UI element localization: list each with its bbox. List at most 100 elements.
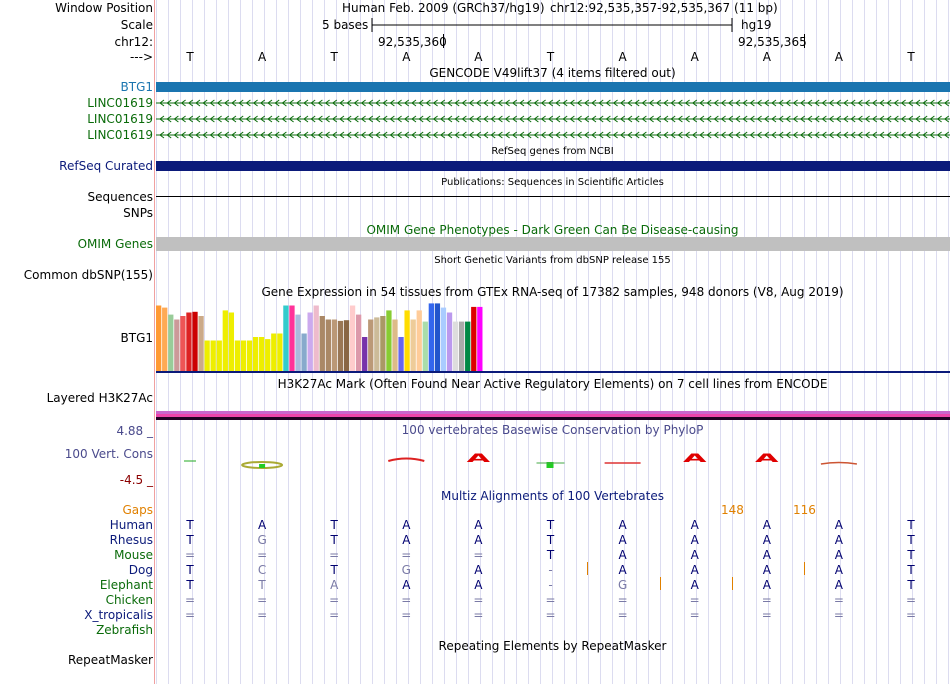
alignment-base-human: A: [762, 518, 771, 532]
gtex-tissue-bar[interactable]: [380, 316, 386, 372]
gtex-tissue-bar[interactable]: [295, 314, 301, 372]
gtex-tissue-bar[interactable]: [362, 337, 368, 372]
gtex-tissue-bar[interactable]: [434, 303, 441, 372]
alignment-base-xtrop: =: [329, 608, 340, 622]
gtex-tissue-bar[interactable]: [368, 319, 374, 373]
alignment-base-xtrop: =: [689, 608, 700, 622]
gtex-tissue-bar[interactable]: [452, 321, 459, 372]
gtex-tissue-bar[interactable]: [228, 312, 235, 373]
track-label-gaps[interactable]: Gaps: [122, 503, 153, 517]
gtex-tissue-bar[interactable]: [428, 303, 434, 372]
gtex-tissue-bar[interactable]: [265, 339, 271, 372]
omim-gene-feature[interactable]: [156, 237, 950, 251]
gtex-tissue-bar[interactable]: [337, 320, 344, 372]
alignment-base-elephant: A: [762, 578, 771, 592]
gtex-tissue-bar[interactable]: [477, 306, 483, 372]
track-label-linc01619-2[interactable]: LINC01619: [87, 112, 153, 126]
gtex-expression-chart[interactable]: [156, 300, 536, 372]
gtex-tissue-bar[interactable]: [307, 312, 313, 373]
gtex-tissue-bar[interactable]: [186, 312, 192, 373]
track-label-omim[interactable]: OMIM Genes: [77, 237, 153, 251]
gtex-tissue-bar[interactable]: [216, 340, 222, 373]
gtex-tissue-bar[interactable]: [234, 340, 241, 373]
gtex-tissue-bar[interactable]: [240, 340, 247, 373]
gtex-tissue-bar[interactable]: [192, 311, 198, 372]
alignment-base-xtrop: =: [184, 608, 196, 622]
alignment-base-xtrop: =: [401, 608, 412, 622]
phylop-base-glyph: [388, 457, 425, 462]
gtex-tissue-bar[interactable]: [331, 319, 338, 373]
gtex-tissue-bar[interactable]: [277, 333, 283, 373]
alignment-base-elephant: A: [330, 578, 339, 592]
alignment-base-chicken: =: [905, 593, 917, 607]
gtex-tissue-bar[interactable]: [259, 337, 265, 372]
alignment-base-xtrop: =: [833, 608, 844, 622]
gtex-tissue-bar[interactable]: [459, 321, 465, 372]
gtex-tissue-bar[interactable]: [398, 337, 404, 372]
track-label-refseq[interactable]: RefSeq Curated: [59, 159, 153, 173]
gtex-tissue-bar[interactable]: [440, 307, 447, 372]
alignment-base-chicken: =: [329, 593, 340, 607]
alignment-base-dog: T: [330, 563, 338, 577]
gtex-tissue-bar[interactable]: [198, 316, 204, 372]
track-label-layered-h3k27ac[interactable]: Layered H3K27Ac: [46, 391, 153, 405]
gtex-tissue-bar[interactable]: [289, 305, 295, 373]
alignment-base-xtrop: =: [473, 608, 484, 622]
linc01619-feature-2[interactable]: [156, 113, 950, 125]
linc01619-feature-1[interactable]: [156, 97, 950, 109]
gtex-tissue-bar[interactable]: [410, 319, 416, 373]
gtex-tissue-bar[interactable]: [392, 319, 398, 373]
gtex-tissue-bar[interactable]: [168, 314, 174, 372]
alignment-base-rhesus: A: [690, 533, 699, 547]
gtex-tissue-bar[interactable]: [162, 307, 168, 372]
track-label-sequences[interactable]: Sequences: [87, 190, 153, 204]
gtex-tissue-bar[interactable]: [471, 306, 477, 372]
gtex-tissue-bar[interactable]: [446, 312, 453, 373]
linc01619-feature-3[interactable]: [156, 129, 950, 141]
alignment-base-xtrop: =: [905, 608, 917, 622]
gtex-tissue-bar[interactable]: [301, 333, 307, 373]
alignment-base-human: A: [474, 518, 483, 532]
track-label-repeatmasker[interactable]: RepeatMasker: [67, 653, 153, 667]
gtex-tissue-bar[interactable]: [325, 319, 331, 373]
gtex-tissue-bar[interactable]: [386, 310, 392, 372]
alignment-base-human: A: [690, 518, 699, 532]
alignment-base-elephant: A: [402, 578, 411, 592]
gtex-tissue-bar[interactable]: [271, 333, 277, 373]
gtex-tissue-bar[interactable]: [319, 316, 325, 372]
gtex-tissue-bar[interactable]: [374, 317, 380, 372]
btg1-gene-feature[interactable]: [156, 82, 950, 92]
gtex-tissue-bar[interactable]: [180, 316, 186, 372]
track-label-linc01619-3[interactable]: LINC01619: [87, 128, 153, 142]
track-label-btg1[interactable]: BTG1: [120, 80, 154, 94]
gtex-tissue-bar[interactable]: [246, 340, 253, 373]
track-label-linc01619-1[interactable]: LINC01619: [87, 96, 153, 110]
gtex-tissue-bar[interactable]: [222, 310, 228, 372]
gtex-tissue-bar[interactable]: [204, 340, 210, 373]
gtex-tissue-bar[interactable]: [210, 340, 216, 373]
gtex-tissue-bar[interactable]: [404, 310, 410, 372]
alignment-base-chicken: =: [833, 593, 844, 607]
track-label-snps[interactable]: SNPs: [123, 206, 153, 220]
refseq-gene-feature[interactable]: [156, 161, 950, 171]
gtex-tissue-bar[interactable]: [416, 310, 422, 372]
gtex-tissue-bar[interactable]: [343, 320, 350, 372]
coordinate-tick-2: 92,535,365: [738, 35, 807, 49]
track-label-100-vert-cons[interactable]: 100 Vert. Cons: [64, 447, 153, 461]
gtex-tissue-bar[interactable]: [252, 337, 259, 372]
gtex-tissue-bar[interactable]: [422, 321, 428, 372]
gtex-tissue-bar[interactable]: [156, 305, 162, 373]
gtex-tissue-bar[interactable]: [355, 314, 362, 372]
alignment-base-xtrop: =: [617, 608, 628, 622]
gtex-tissue-bar[interactable]: [174, 319, 180, 373]
track-label-common-dbsnp[interactable]: Common dbSNP(155): [23, 268, 153, 282]
gtex-tissue-bar[interactable]: [465, 321, 471, 372]
track-label-gtex-btg1[interactable]: BTG1: [120, 331, 154, 345]
gtex-tissue-bar[interactable]: [313, 305, 319, 373]
gtex-tissue-bar[interactable]: [283, 305, 289, 373]
gtex-tissue-bar[interactable]: [349, 305, 356, 373]
alignment-base-chicken: =: [401, 593, 412, 607]
alignment-base-mouse: =: [257, 548, 268, 562]
alignment-base-human: T: [186, 518, 194, 532]
